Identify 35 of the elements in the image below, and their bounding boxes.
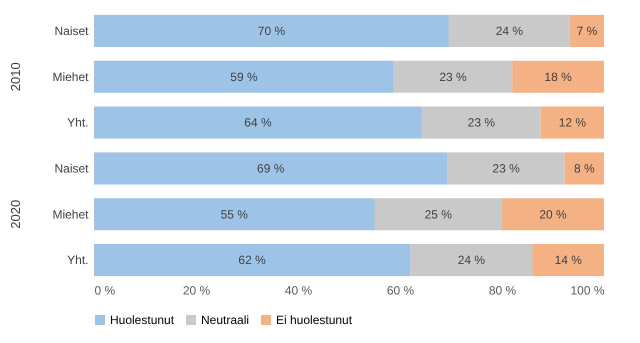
- x-tick-label: 20 %: [182, 284, 210, 298]
- legend-label: Neutraali: [201, 313, 250, 327]
- data-label: 24 %: [458, 253, 486, 268]
- x-tick-label: 100 %: [570, 284, 605, 298]
- data-label: 7 %: [576, 24, 598, 38]
- legend-label: Huolestunut: [110, 313, 175, 327]
- data-label: 20 %: [539, 207, 567, 222]
- y-tick-label: Yht.: [67, 253, 88, 268]
- data-label: 69 %: [257, 161, 285, 176]
- x-tick-label: 0 %: [94, 284, 116, 298]
- data-label: 8 %: [574, 161, 596, 176]
- data-label: 23 %: [439, 70, 468, 84]
- data-label: 23 %: [492, 161, 520, 176]
- x-tick-label: 80 %: [488, 284, 516, 298]
- data-label: 64 %: [244, 116, 272, 130]
- data-label: 24 %: [496, 24, 524, 38]
- x-tick-label: 60 %: [386, 284, 414, 298]
- data-label: 23 %: [468, 116, 496, 130]
- x-tick-label: 40 %: [284, 284, 312, 298]
- y-tick-label: Naiset: [54, 24, 90, 38]
- text: 2010: [8, 62, 23, 92]
- legend-label: Ei huolestunut: [276, 313, 353, 327]
- data-label: 25 %: [424, 207, 452, 222]
- text: 2020: [8, 200, 23, 229]
- y-tick-label: Miehet: [52, 207, 90, 222]
- data-label: 12 %: [558, 116, 586, 130]
- data-label: 55 %: [220, 207, 248, 222]
- data-label: 14 %: [554, 253, 582, 268]
- data-label: 59 %: [230, 70, 258, 84]
- data-label: 18 %: [544, 70, 572, 84]
- data-label: 70 %: [258, 24, 286, 38]
- y-tick-label: Yht.: [67, 116, 88, 130]
- data-label: 62 %: [238, 253, 266, 268]
- y-tick-label: Naiset: [54, 161, 90, 176]
- y-tick-label: Miehet: [52, 70, 90, 84]
